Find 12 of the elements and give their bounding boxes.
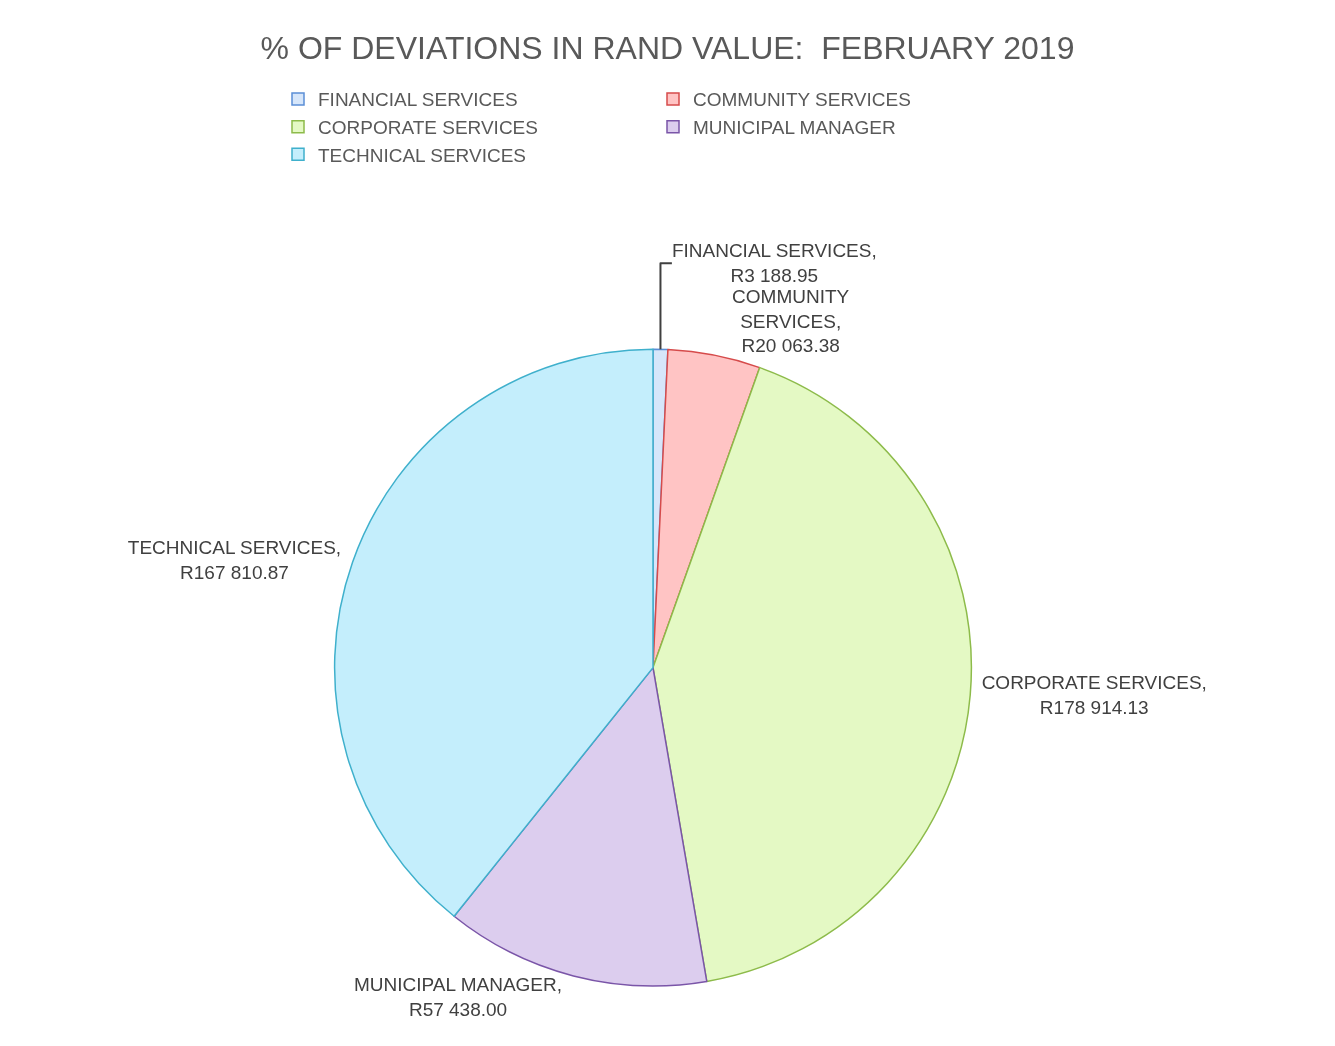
- legend-label: CORPORATE SERVICES: [318, 117, 538, 139]
- data-label: FINANCIAL SERVICES, R3 188.95: [671, 240, 877, 287]
- data-label: MUNICIPAL MANAGER, R57 438.00: [354, 974, 563, 1021]
- legend-label: FINANCIAL SERVICES: [318, 89, 518, 111]
- data-label: TECHNICAL SERVICES, R167 810.87: [127, 536, 342, 583]
- pie-slice: [652, 366, 973, 983]
- data-label: COMMUNITY SERVICES, R20 063.38: [732, 286, 850, 357]
- legend-label: TECHNICAL SERVICES: [318, 144, 526, 166]
- chart-title: % OF DEVIATIONS IN RAND VALUE: FEBRUARY 2019: [260, 30, 1075, 67]
- data-label: CORPORATE SERVICES, R178 914.13: [981, 672, 1207, 718]
- legend-label: MUNICIPAL MANAGER: [693, 117, 896, 139]
- legend-label: COMMUNITY SERVICES: [693, 89, 911, 111]
